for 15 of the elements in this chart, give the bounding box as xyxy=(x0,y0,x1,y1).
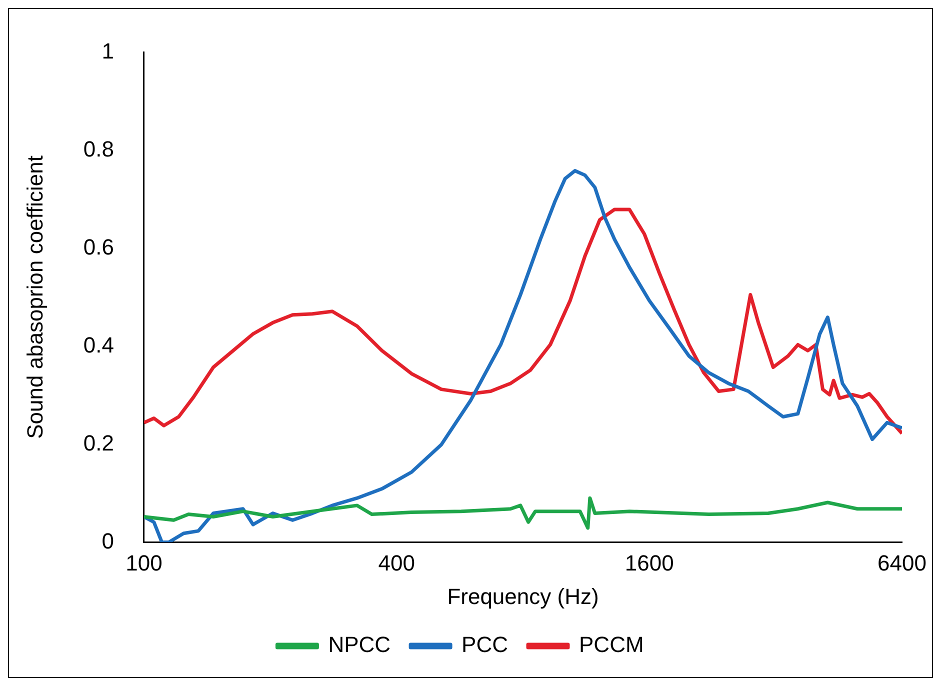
y-tick-label: 0.6 xyxy=(83,234,114,260)
x-tick-label: 100 xyxy=(126,550,162,576)
x-tick-label: 6400 xyxy=(878,550,926,576)
y-tick-label: 1 xyxy=(102,38,114,64)
x-tick-label: 1600 xyxy=(624,550,674,576)
y-tick-label: 0.2 xyxy=(83,430,114,456)
y-tick-label: 0.8 xyxy=(83,136,114,162)
x-tick-label: 400 xyxy=(378,550,416,576)
y-tick-label: 0 xyxy=(102,528,114,554)
x-axis-title: Frequency (Hz) xyxy=(447,584,599,609)
legend-label: NPCC xyxy=(328,632,391,658)
y-axis-title: Sound abasoprion coefficient xyxy=(22,156,48,439)
legend-label: PCCM xyxy=(579,632,644,658)
legend-label: PCC xyxy=(462,632,508,658)
y-tick-label: 0.4 xyxy=(83,332,114,358)
